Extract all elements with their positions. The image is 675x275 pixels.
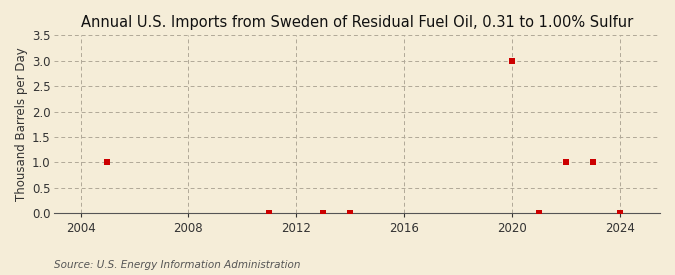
Point	[614, 211, 625, 215]
Y-axis label: Thousand Barrels per Day: Thousand Barrels per Day	[15, 47, 28, 201]
Point	[345, 211, 356, 215]
Text: Source: U.S. Energy Information Administration: Source: U.S. Energy Information Administ…	[54, 260, 300, 270]
Point	[587, 160, 598, 165]
Point	[560, 160, 571, 165]
Point	[506, 59, 517, 63]
Point	[533, 211, 544, 215]
Point	[318, 211, 329, 215]
Title: Annual U.S. Imports from Sweden of Residual Fuel Oil, 0.31 to 1.00% Sulfur: Annual U.S. Imports from Sweden of Resid…	[80, 15, 633, 30]
Point	[264, 211, 275, 215]
Point	[102, 160, 113, 165]
